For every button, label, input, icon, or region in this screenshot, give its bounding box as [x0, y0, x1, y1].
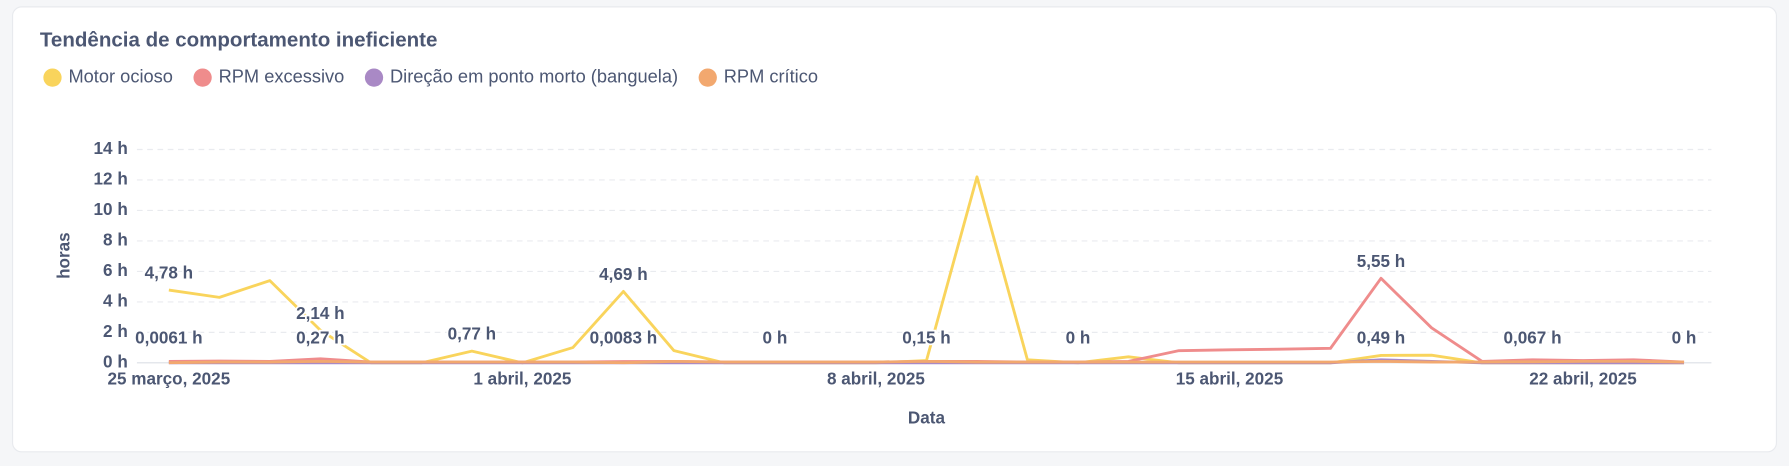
y-tick-label: 14 h: [94, 139, 128, 158]
data-label: 0,77 h: [448, 325, 497, 344]
data-label: 4,69 h: [599, 265, 648, 284]
data-label: 2,14 h: [296, 304, 345, 323]
data-label: 0 h: [1672, 328, 1697, 347]
data-label: 0,49 h: [1357, 328, 1406, 347]
y-tick-label: 0 h: [103, 352, 128, 371]
data-label: 0 h: [1066, 328, 1091, 347]
x-tick-label: 8 abril, 2025: [827, 369, 925, 388]
data-label: 4,78 h: [145, 264, 194, 283]
y-tick-label: 4 h: [103, 291, 128, 310]
y-axis-label: horas: [55, 232, 74, 279]
legend-label: Direção em ponto morto (banguela): [390, 65, 678, 86]
legend-marker: [364, 68, 384, 87]
legend-marker: [43, 68, 62, 87]
data-label: 0 h: [763, 328, 788, 347]
y-tick-label: 2 h: [103, 322, 128, 341]
x-axis-label: Data: [908, 408, 946, 427]
y-tick-label: 12 h: [94, 169, 128, 188]
y-tick-label: 8 h: [103, 230, 128, 249]
x-tick-label: 15 abril, 2025: [1176, 369, 1284, 388]
data-label: 0,27 h: [296, 328, 345, 347]
chart-title: Tendência de comportamento ineficiente: [40, 29, 437, 52]
legend-label: Motor ocioso: [68, 65, 172, 86]
legend-label: RPM excessivo: [219, 65, 345, 86]
y-tick-label: 10 h: [94, 200, 128, 219]
data-label: 0,15 h: [902, 328, 951, 347]
data-label: 5,55 h: [1357, 252, 1406, 271]
data-label: 0,0083 h: [590, 328, 658, 347]
y-tick-label: 6 h: [103, 261, 128, 280]
legend-label: RPM crítico: [724, 65, 818, 86]
legend-marker: [698, 68, 717, 87]
legend-marker: [193, 68, 212, 87]
x-tick-label: 22 abril, 2025: [1529, 369, 1637, 388]
x-tick-label: 1 abril, 2025: [473, 369, 571, 388]
data-label: 0,067 h: [1504, 328, 1562, 347]
series-line: [168, 359, 1685, 365]
data-label: 0,0061 h: [135, 328, 203, 347]
x-tick-label: 25 março, 2025: [108, 369, 231, 388]
